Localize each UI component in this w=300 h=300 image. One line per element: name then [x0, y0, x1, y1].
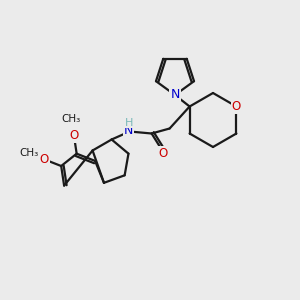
Text: CH₃: CH₃	[62, 114, 81, 124]
Text: CH₃: CH₃	[19, 148, 38, 158]
Text: O: O	[232, 100, 241, 113]
Text: H: H	[124, 118, 133, 128]
Text: O: O	[158, 147, 167, 160]
Text: O: O	[40, 153, 49, 166]
Text: O: O	[69, 129, 79, 142]
Text: N: N	[124, 124, 133, 137]
Text: N: N	[170, 88, 180, 101]
